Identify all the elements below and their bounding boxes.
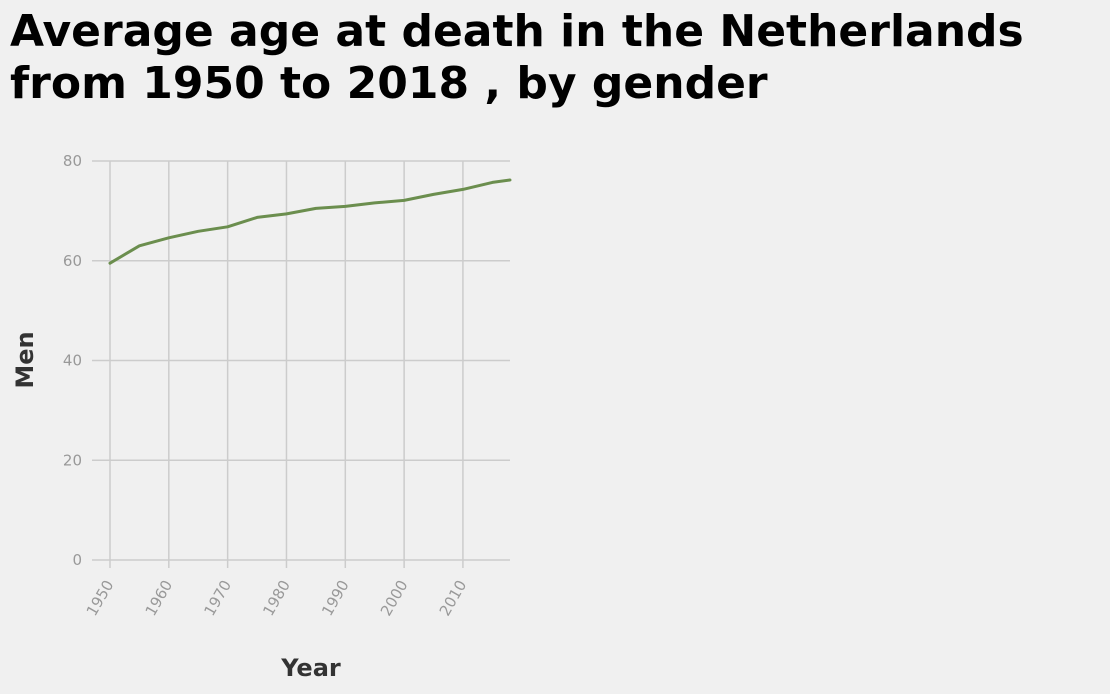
y-tick-label: 60 (63, 252, 82, 270)
tick-labels: 0 20 40 60 80 1950 1960 1970 1980 1990 2000 2010 (63, 152, 470, 619)
y-tick-label: 20 (63, 451, 82, 469)
x-tick-label: 2010 (436, 577, 471, 619)
x-tick-label: 1980 (259, 577, 294, 619)
x-axis-title: Year (280, 654, 341, 682)
x-tick-label: 1970 (200, 577, 235, 619)
grid (92, 160, 510, 568)
chart-title: Average age at death in the Netherlands … (10, 6, 1024, 109)
y-tick-label: 80 (63, 152, 82, 170)
y-tick-label: 40 (63, 352, 82, 370)
x-tick-label: 1950 (83, 577, 118, 619)
x-tick-label: 1960 (142, 577, 177, 619)
series (108, 178, 512, 265)
x-tick-label: 1990 (318, 577, 353, 619)
x-tick-label: 2000 (377, 577, 412, 619)
y-axis-title: Men (11, 331, 39, 388)
y-tick-label: 0 (72, 551, 82, 569)
series-line (108, 178, 512, 265)
